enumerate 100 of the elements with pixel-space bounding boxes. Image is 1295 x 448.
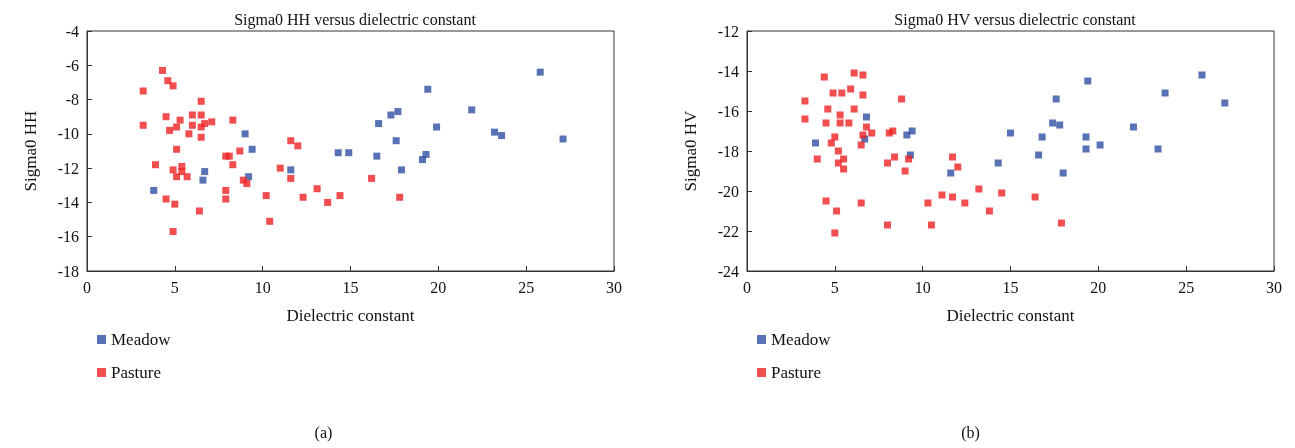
point <box>859 71 867 79</box>
point <box>185 130 193 138</box>
point <box>287 166 295 174</box>
x-tick-label: 15 <box>1002 278 1019 296</box>
point <box>139 87 147 95</box>
point <box>862 113 870 121</box>
point <box>199 176 207 184</box>
y-tick-label: -16 <box>57 228 79 246</box>
point <box>1038 133 1046 141</box>
point <box>813 155 821 163</box>
point <box>949 153 957 161</box>
chart-title: Sigma0 HH versus dielectric constant <box>234 10 477 29</box>
y-tick-label: -4 <box>65 22 79 40</box>
point <box>178 168 186 176</box>
point <box>1007 129 1014 137</box>
point <box>197 111 205 119</box>
point <box>801 115 809 123</box>
point <box>150 186 158 194</box>
legend-label: Pasture <box>111 363 162 382</box>
point <box>433 123 441 131</box>
point <box>208 118 216 126</box>
point <box>1221 99 1229 107</box>
point <box>840 155 848 163</box>
point <box>139 121 147 129</box>
point <box>169 228 177 236</box>
point <box>345 149 353 157</box>
y-tick-label: -14 <box>717 62 739 80</box>
point <box>559 135 567 143</box>
y-tick-label: -10 <box>57 125 79 143</box>
point <box>994 159 1002 167</box>
point <box>294 142 302 150</box>
point <box>1059 169 1067 177</box>
point <box>927 221 935 229</box>
x-tick-label: 0 <box>83 278 91 296</box>
point <box>949 193 957 201</box>
point <box>859 131 867 139</box>
point <box>201 120 209 128</box>
y-tick-label: -18 <box>57 262 79 280</box>
point <box>197 133 205 141</box>
point <box>375 120 383 128</box>
x-tick-label: 25 <box>518 278 535 296</box>
point <box>884 221 892 229</box>
x-axis-title: Dielectric constant <box>946 306 1075 325</box>
point <box>1154 145 1162 153</box>
point <box>222 186 230 194</box>
point <box>827 139 835 147</box>
y-axis-title: Sigma0 HV <box>681 109 700 192</box>
chart-title: Sigma0 HV versus dielectric constant <box>894 10 1137 29</box>
x-axis-title: Dielectric constant <box>286 306 415 325</box>
point <box>394 108 402 116</box>
point <box>903 131 911 139</box>
point <box>468 106 476 114</box>
x-tick-label: 25 <box>1178 278 1195 296</box>
y-tick-label: -6 <box>65 56 79 74</box>
point <box>868 129 876 137</box>
y-tick-label: -8 <box>65 91 79 109</box>
point <box>998 189 1006 197</box>
point <box>824 105 832 113</box>
point <box>947 169 955 177</box>
point <box>324 198 332 206</box>
point <box>287 174 295 182</box>
point <box>985 207 993 215</box>
point <box>908 127 916 135</box>
point <box>229 116 237 124</box>
point <box>884 159 892 167</box>
point <box>241 130 249 138</box>
point <box>1049 119 1057 127</box>
point <box>1031 193 1039 201</box>
point <box>334 149 342 157</box>
point <box>159 66 167 74</box>
legend-label: Meadow <box>111 330 172 349</box>
y-tick-label: -12 <box>717 22 739 40</box>
point <box>834 147 842 155</box>
point <box>373 152 381 160</box>
point <box>368 174 376 182</box>
point <box>975 185 983 193</box>
point <box>829 89 837 97</box>
y-tick-label: -20 <box>717 182 739 200</box>
point <box>938 191 946 199</box>
point <box>862 123 870 131</box>
point <box>1082 133 1090 141</box>
point <box>392 137 400 145</box>
point <box>840 165 848 173</box>
point <box>162 113 170 121</box>
point <box>173 173 181 181</box>
point <box>164 77 172 85</box>
point <box>822 119 830 127</box>
point <box>1052 95 1060 103</box>
x-tick-label: 30 <box>606 278 622 296</box>
point <box>169 82 177 90</box>
point <box>1057 219 1065 227</box>
point <box>831 229 839 237</box>
point <box>1035 151 1043 159</box>
point <box>831 133 839 141</box>
point <box>266 217 274 225</box>
y-axis-title: Sigma0 HH <box>21 110 40 192</box>
point <box>924 199 932 207</box>
x-tick-label: 15 <box>342 278 359 296</box>
point <box>845 119 853 127</box>
point <box>1198 71 1206 79</box>
